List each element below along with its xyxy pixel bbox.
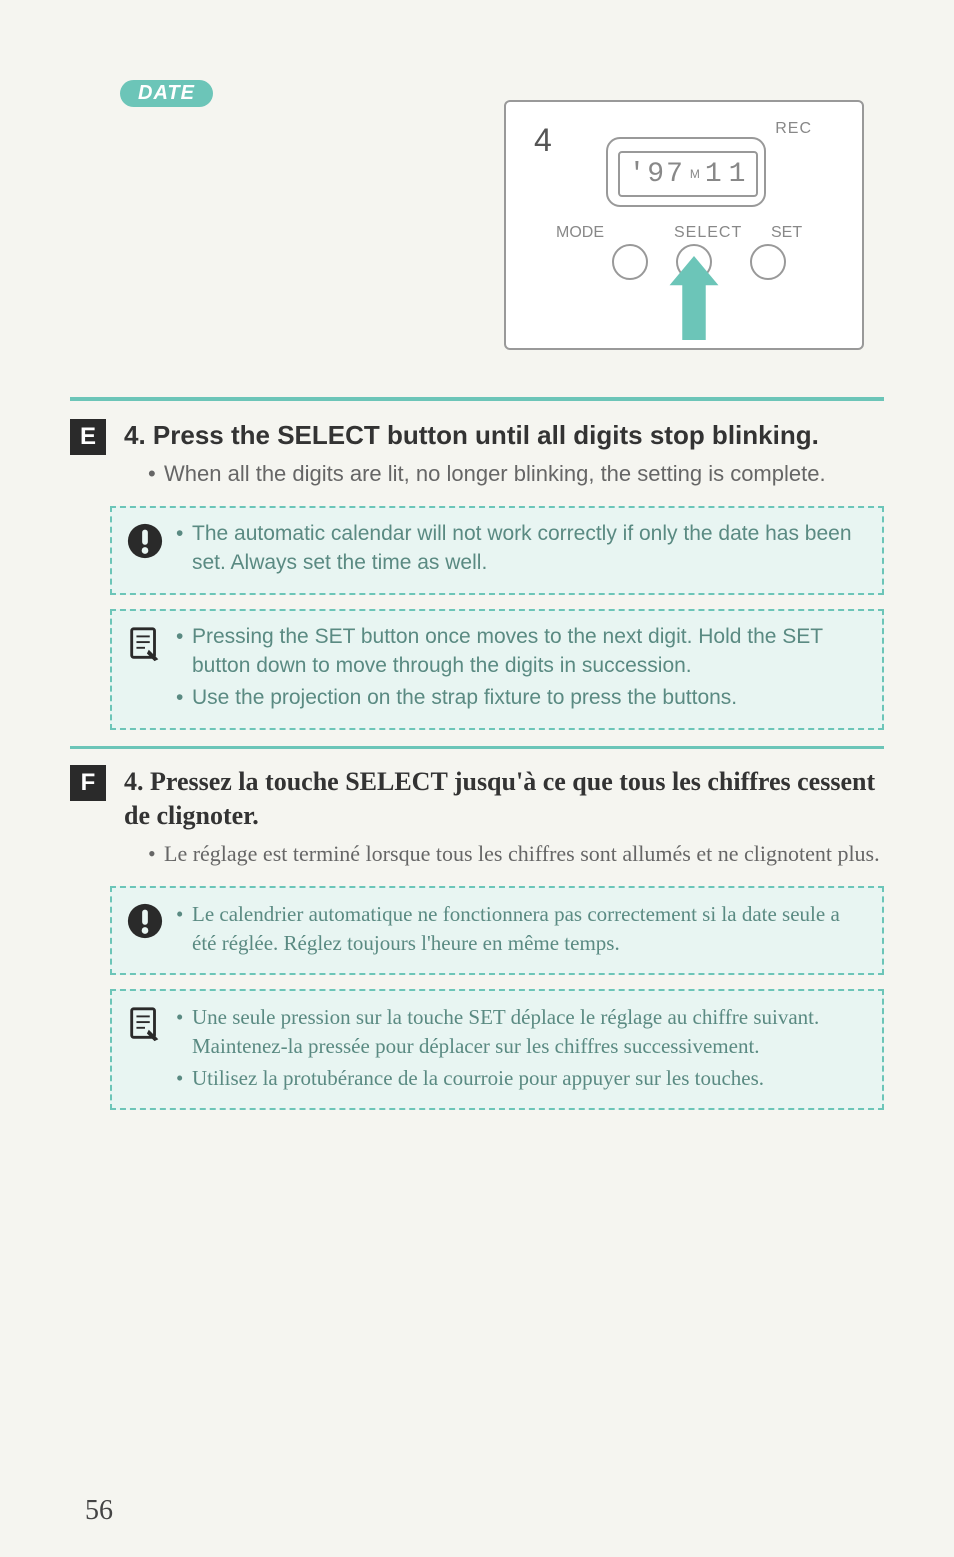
date-pill: DATE [120, 80, 213, 107]
section-english: E 4. Press the SELECT button until all d… [70, 419, 884, 492]
step-number: 4 [534, 122, 552, 159]
bullet-e1: When all the digits are lit, no longer b… [148, 459, 884, 489]
language-badge-e: E [70, 419, 106, 455]
step-title-f: 4. Pressez la touche SELECT jusqu'à ce q… [124, 765, 884, 833]
exclamation-icon [126, 522, 164, 565]
info-bullet-f2: Utilisez la protubérance de la courroie … [176, 1064, 868, 1092]
language-badge-f: F [70, 765, 106, 801]
info-note-e: Pressing the SET button once moves to th… [110, 609, 884, 730]
warning-note-e: The automatic calendar will not work cor… [110, 506, 884, 595]
section-french: F 4. Pressez la touche SELECT jusqu'à ce… [70, 765, 884, 872]
warning-note-f: Le calendrier automatique ne fonctionner… [110, 886, 884, 975]
lcd-month: 1 [705, 159, 724, 190]
divider [70, 746, 884, 749]
warning-bullet-e1: The automatic calendar will not work cor… [176, 520, 868, 577]
exclamation-icon [126, 902, 164, 945]
bullet-f1: Le réglage est terminé lorsque tous les … [148, 839, 884, 869]
set-button [750, 244, 786, 280]
warning-bullet-f1: Le calendrier automatique ne fonctionner… [176, 900, 868, 957]
lcd-m: M [690, 167, 700, 181]
lcd-year: '97 [628, 159, 684, 190]
arrow-up-icon [664, 254, 724, 342]
set-label: SET [771, 224, 802, 242]
note-icon [126, 1005, 164, 1048]
mode-label: MODE [556, 224, 604, 242]
lcd-day: 1 [729, 159, 748, 190]
lcd-bezel: '97 M 1 1 [606, 137, 766, 207]
page-number: 56 [85, 1495, 113, 1527]
select-label: SELECT [674, 224, 742, 242]
note-icon [126, 625, 164, 668]
lcd-display: '97 M 1 1 [618, 151, 758, 197]
rec-label: REC [775, 120, 812, 138]
info-bullet-e1: Pressing the SET button once moves to th… [176, 623, 868, 680]
device-illustration: 4 REC '97 M 1 1 MODE SELECT SET [504, 100, 864, 350]
divider [70, 397, 884, 401]
info-note-f: Une seule pression sur la touche SET dép… [110, 989, 884, 1110]
info-bullet-f1: Une seule pression sur la touche SET dép… [176, 1003, 868, 1060]
step-title-e: 4. Press the SELECT button until all dig… [124, 419, 884, 453]
info-bullet-e2: Use the projection on the strap fixture … [176, 684, 868, 712]
mode-button [612, 244, 648, 280]
